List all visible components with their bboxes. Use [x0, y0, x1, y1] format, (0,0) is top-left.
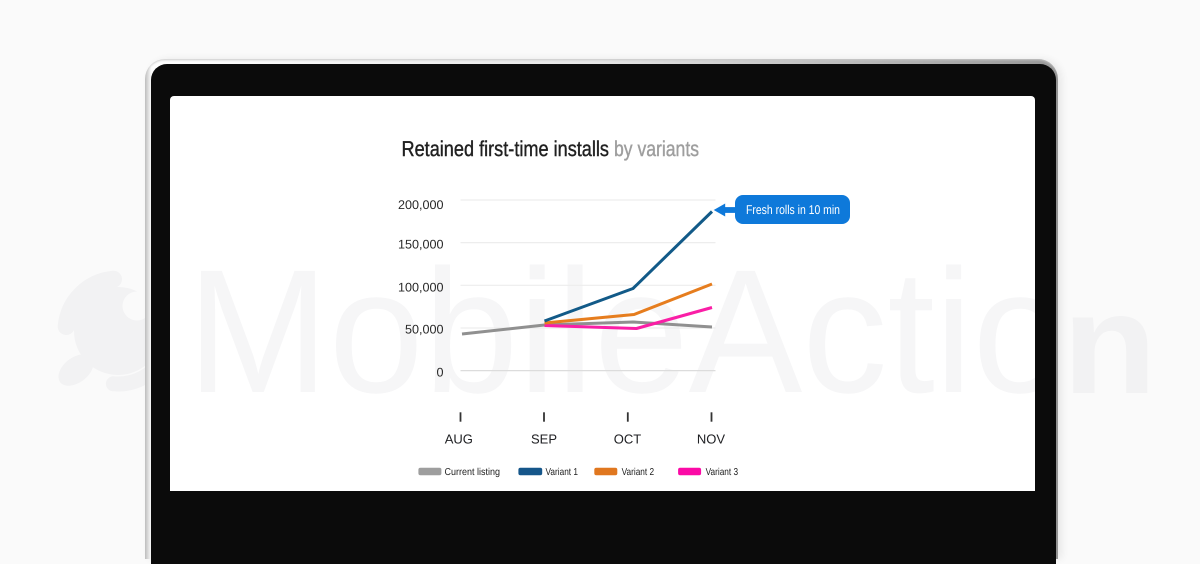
svg-text:NOV: NOV — [697, 432, 726, 447]
svg-text:150,000: 150,000 — [398, 238, 444, 252]
svg-text:n: n — [1063, 265, 1157, 424]
svg-text:Current listing: Current listing — [445, 467, 501, 478]
svg-text:by variants: by variants — [614, 137, 699, 161]
svg-text:100,000: 100,000 — [398, 280, 444, 294]
svg-text:Fresh rolls in 10 min: Fresh rolls in 10 min — [746, 202, 840, 217]
svg-text:Variant 2: Variant 2 — [622, 467, 655, 478]
svg-text:MobileAction: MobileAction — [187, 234, 1035, 430]
svg-text:Variant 3: Variant 3 — [706, 467, 739, 478]
svg-text:Retained first-time installs: Retained first-time installs — [402, 137, 610, 161]
svg-text:200,000: 200,000 — [398, 198, 444, 212]
svg-text:SEP: SEP — [531, 432, 557, 447]
svg-text:50,000: 50,000 — [405, 322, 444, 336]
svg-text:Variant 1: Variant 1 — [546, 467, 579, 478]
svg-text:OCT: OCT — [614, 432, 642, 447]
svg-text:0: 0 — [436, 366, 443, 380]
svg-text:AUG: AUG — [445, 432, 473, 447]
